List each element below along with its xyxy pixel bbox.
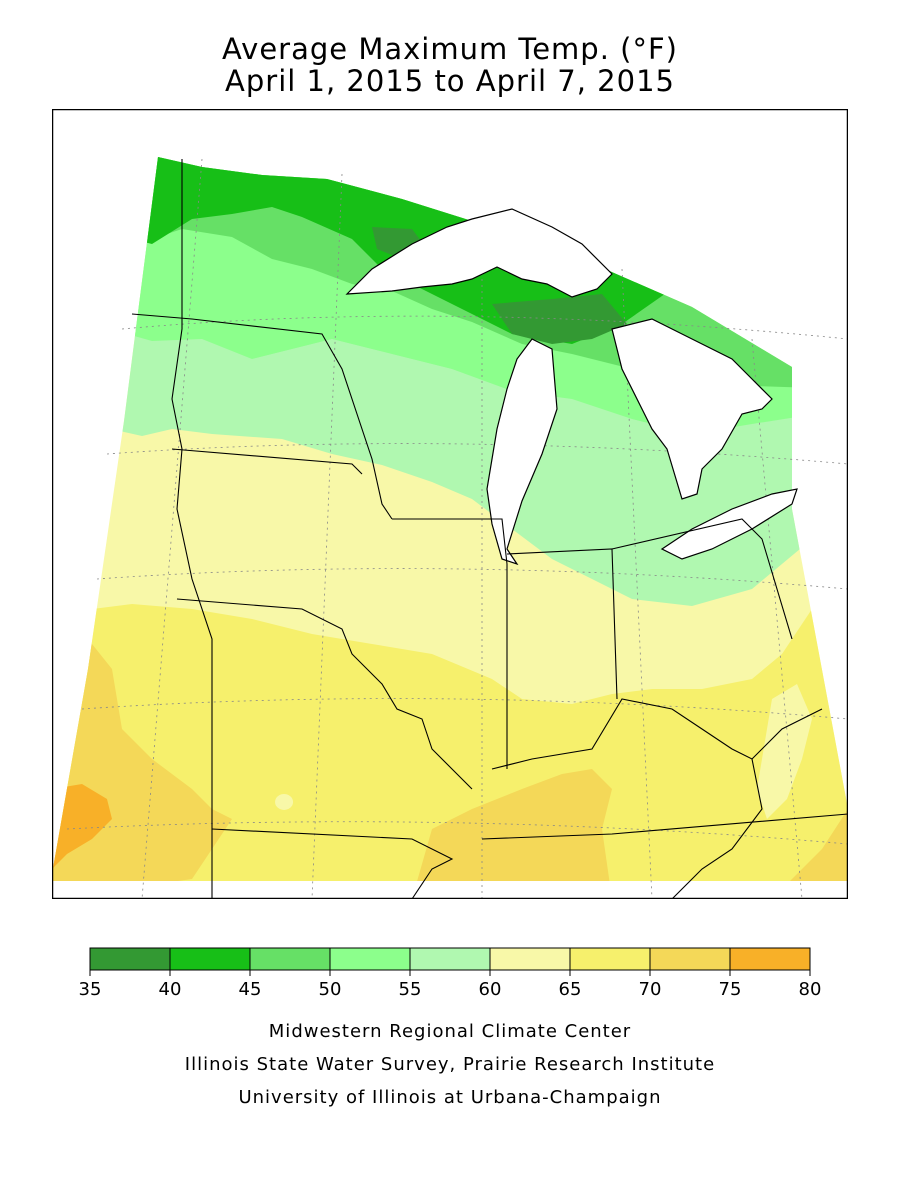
map-frame [52, 109, 848, 899]
legend-swatch [169, 947, 251, 971]
legend-swatch [489, 947, 571, 971]
legend-swatch [729, 947, 811, 971]
lat-lon-grid [66, 158, 848, 899]
legend-tick-label: 75 [719, 979, 742, 1000]
legend-swatch [329, 947, 411, 971]
legend-tick-label: 40 [159, 979, 182, 1000]
credit-line-1: Midwestern Regional Climate Center [268, 1021, 632, 1042]
temperature-map [52, 109, 848, 899]
legend-swatch [649, 947, 731, 971]
credit-line-2: Illinois State Water Survey, Prairie Res… [184, 1054, 716, 1075]
map-title: Average Maximum Temp. (°F) [222, 32, 678, 66]
band-35-40 [492, 294, 627, 344]
lake-michigan [486, 338, 558, 566]
legend-tick-label: 60 [479, 979, 502, 1000]
band-70-75 [772, 809, 848, 881]
map-date-range: April 1, 2015 to April 7, 2015 [225, 64, 675, 98]
band-60-65 [275, 794, 294, 810]
legend-tick-label: 65 [559, 979, 582, 1000]
color-legend: 35 40 45 50 55 60 65 70 75 80 [79, 947, 822, 1000]
legend-tick-label: 70 [639, 979, 662, 1000]
band-65-70 [52, 589, 848, 881]
legend-swatch [89, 947, 171, 971]
band-60-65 [757, 684, 812, 819]
band-70-75 [412, 769, 612, 881]
great-lakes [345, 208, 798, 566]
lake-huron [611, 318, 773, 500]
lake-superior [345, 208, 613, 298]
credit-line-3: University of Illinois at Urbana-Champai… [238, 1087, 662, 1108]
legend-tick-label: 35 [79, 979, 102, 1000]
legend-tick-label: 55 [399, 979, 422, 1000]
legend-swatch [409, 947, 491, 971]
band-75-80 [52, 784, 112, 869]
boundaries [131, 159, 848, 899]
lake-erie [660, 488, 798, 560]
legend-swatch [249, 947, 331, 971]
legend-swatch [569, 947, 651, 971]
legend-tick-label: 80 [799, 979, 822, 1000]
legend-tick-label: 50 [319, 979, 342, 1000]
legend-tick-label: 45 [239, 979, 262, 1000]
